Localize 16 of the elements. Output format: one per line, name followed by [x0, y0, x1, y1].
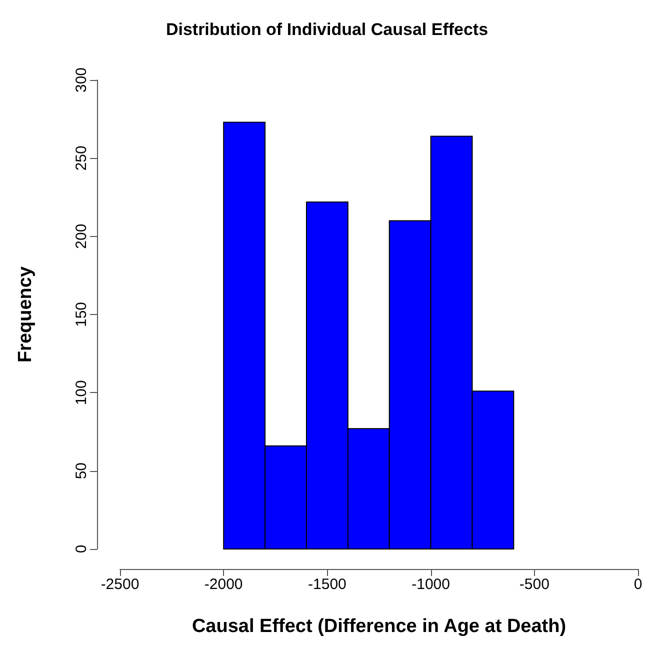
x-tick-label: -2000	[204, 576, 243, 593]
y-tick-label: 250	[73, 146, 90, 171]
y-tick-label: 150	[73, 302, 90, 328]
x-axis-title: Causal Effect (Difference in Age at Death)	[192, 616, 566, 637]
y-tick-label: 200	[73, 224, 90, 249]
x-tick-label: -1000	[412, 576, 450, 593]
x-tick-label: 0	[634, 576, 642, 593]
chart-title: Distribution of Individual Causal Effects	[166, 20, 488, 39]
y-axis-title: Frequency	[15, 266, 36, 363]
y-tick-label: 50	[73, 462, 90, 480]
x-tick-label: -1500	[308, 576, 346, 593]
y-tick-label: 300	[73, 67, 90, 93]
y-tick-label: 0	[73, 544, 90, 554]
x-tick-label: -500	[519, 576, 550, 593]
x-tick-label: -2500	[100, 576, 140, 593]
y-tick-label: 100	[73, 380, 90, 406]
